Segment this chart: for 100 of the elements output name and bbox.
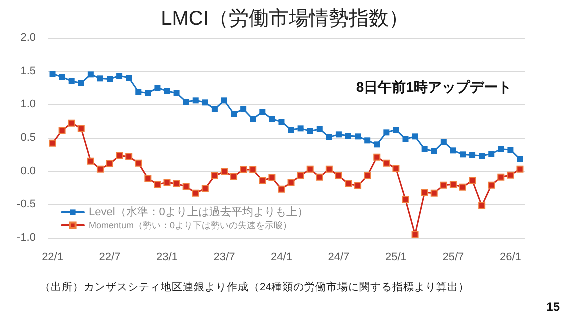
point xyxy=(230,173,238,180)
point xyxy=(440,139,447,145)
point xyxy=(192,98,199,104)
point xyxy=(498,146,504,152)
point xyxy=(164,179,171,186)
point xyxy=(174,90,180,96)
point xyxy=(68,120,76,127)
chart-title: LMCI（労働市場情勢指数） xyxy=(161,8,409,30)
point xyxy=(393,127,400,133)
point xyxy=(364,172,372,180)
point xyxy=(422,146,428,152)
point xyxy=(440,182,448,189)
point xyxy=(154,85,161,91)
point xyxy=(107,76,114,82)
point xyxy=(326,134,332,140)
point xyxy=(470,152,476,158)
point xyxy=(50,71,56,77)
point xyxy=(116,152,124,160)
point xyxy=(144,175,152,182)
point xyxy=(259,177,266,184)
point xyxy=(88,72,94,78)
point xyxy=(240,166,248,174)
point xyxy=(345,180,352,188)
point xyxy=(374,142,380,148)
x-tick-label: 24/7 xyxy=(328,252,350,264)
point xyxy=(250,166,257,174)
point xyxy=(412,134,418,140)
point xyxy=(183,99,190,105)
point xyxy=(355,134,362,140)
point xyxy=(326,166,333,173)
x-tick-label: 26/1 xyxy=(500,252,522,264)
point xyxy=(116,73,123,79)
annotation: 8日午前1時アップデート xyxy=(356,79,512,95)
point xyxy=(154,181,162,188)
point xyxy=(126,75,132,81)
legend-label: Level（水準：0より上は過去平均よりも上） xyxy=(89,206,308,218)
point xyxy=(211,172,218,180)
point xyxy=(374,154,381,161)
point xyxy=(96,166,104,173)
point xyxy=(384,130,390,136)
text: （出所）カンザスシティ地区連銀より作成（24種類の労働市場に関する指標より算出） xyxy=(40,280,470,294)
point xyxy=(336,132,342,138)
y-tick-label: -0.5 xyxy=(17,198,36,211)
point xyxy=(316,126,323,132)
point xyxy=(59,74,66,80)
point xyxy=(469,177,476,184)
point xyxy=(97,76,104,82)
point xyxy=(507,172,514,179)
point xyxy=(346,133,352,139)
y-tick-label: 2.0 xyxy=(20,32,36,44)
point xyxy=(231,111,238,117)
point xyxy=(278,119,285,125)
x-tick-label: 24/1 xyxy=(271,252,292,264)
point xyxy=(202,185,209,192)
point xyxy=(364,138,371,144)
point xyxy=(221,98,228,104)
point xyxy=(450,181,457,188)
point xyxy=(450,148,456,154)
point xyxy=(392,165,400,172)
point xyxy=(383,160,390,167)
point xyxy=(135,160,142,167)
point xyxy=(412,231,419,238)
point xyxy=(478,202,486,210)
point xyxy=(250,116,256,122)
point xyxy=(354,182,362,190)
y-tick-label: 1.5 xyxy=(20,65,36,78)
point xyxy=(297,172,304,180)
x-tick-label: 25/1 xyxy=(386,252,407,264)
point xyxy=(307,128,314,134)
point xyxy=(517,156,524,162)
point xyxy=(145,90,152,96)
point xyxy=(479,153,486,159)
point xyxy=(49,140,56,147)
point xyxy=(298,126,304,132)
y-tick-label: 1.0 xyxy=(20,98,36,111)
x-tick-label: 23/1 xyxy=(156,252,178,264)
point xyxy=(78,80,84,86)
point xyxy=(260,109,266,115)
point xyxy=(431,148,438,154)
point xyxy=(192,190,200,197)
point xyxy=(488,151,495,157)
point xyxy=(78,125,85,132)
point xyxy=(316,174,324,181)
point xyxy=(288,127,294,133)
point xyxy=(58,127,66,134)
point xyxy=(516,166,524,173)
point xyxy=(288,179,295,186)
point xyxy=(220,168,228,176)
point xyxy=(240,106,247,112)
point xyxy=(508,147,514,153)
point xyxy=(402,136,409,142)
point xyxy=(268,174,276,182)
point xyxy=(421,189,428,196)
point xyxy=(173,180,180,188)
point xyxy=(182,183,190,190)
point xyxy=(269,116,276,122)
legend-label: Momentum（勢い：0より下は勢いの失速を示唆） xyxy=(89,220,292,230)
y-tick-label: -1.0 xyxy=(17,232,36,244)
x-tick-label: 22/1 xyxy=(42,252,64,264)
point xyxy=(488,182,496,189)
